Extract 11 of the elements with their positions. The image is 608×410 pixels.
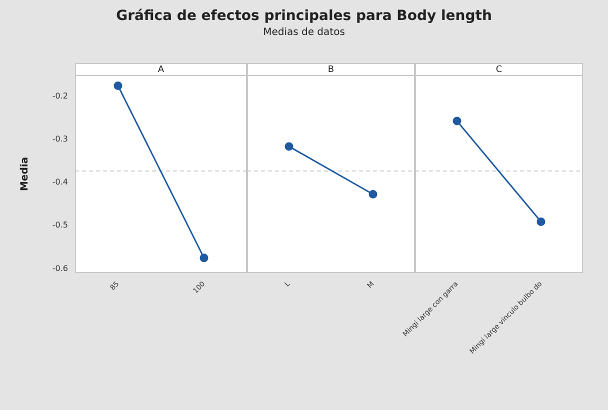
chart-title: B	[328, 64, 334, 75]
y-tick-label: -0.3	[52, 134, 68, 144]
y-tick-label: -0.4	[52, 178, 68, 187]
y-axis-title: Media	[20, 156, 31, 192]
text: Gráfica de efectos principales para Body length	[115, 8, 493, 24]
chart-title: C	[496, 64, 502, 75]
y-tick-label: -0.5	[52, 220, 68, 230]
text: Medias de datos	[262, 27, 346, 38]
y-tick-label: -0.6	[52, 264, 68, 273]
chart-title: A	[158, 64, 165, 75]
y-tick-label: -0.2	[52, 92, 68, 101]
